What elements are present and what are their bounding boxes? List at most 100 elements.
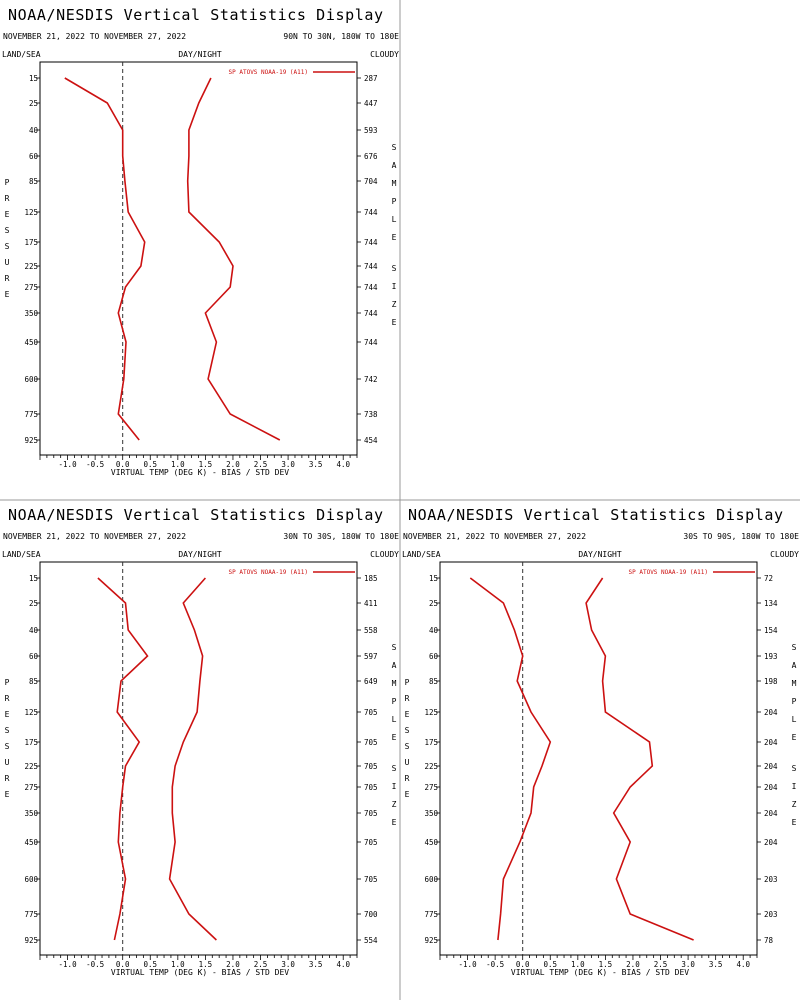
sample-size-label: 554 xyxy=(364,936,378,945)
pressure-level-label: 25 xyxy=(429,599,438,608)
sample-size-label: 705 xyxy=(364,738,378,747)
x-tick-label: 4.0 xyxy=(736,960,750,969)
series-line-bias xyxy=(469,577,552,941)
sample-size-label: 134 xyxy=(764,599,778,608)
plot-frame xyxy=(39,561,358,956)
x-tick-label: 4.0 xyxy=(336,960,350,969)
pressure-axis-letter: U xyxy=(405,758,410,767)
series-line-std-dev xyxy=(186,77,281,441)
pressure-axis-letter: S xyxy=(5,242,10,251)
pressure-level-label: 175 xyxy=(24,738,38,747)
pressure-level-label: 600 xyxy=(24,375,38,384)
x-tick-label: 1.5 xyxy=(599,960,613,969)
series-line-std-dev xyxy=(585,577,694,941)
sample-size-label: 744 xyxy=(364,238,378,247)
x-axis-label: VIRTUAL TEMP (DEG K) - BIAS / STD DEV xyxy=(111,968,289,977)
sample-size-axis-letter: A xyxy=(392,661,397,670)
x-tick-label: -0.5 xyxy=(86,960,104,969)
legend-label: SP ATOVS NOAA-19 (A11) xyxy=(229,69,308,76)
sample-size-label: 744 xyxy=(364,283,378,292)
series-line-bias xyxy=(64,77,146,441)
x-tick-label: 0.0 xyxy=(116,960,130,969)
pressure-axis-letter: E xyxy=(5,210,10,219)
chart-panel-3: NOAA/NESDIS Vertical Statistics Display N… xyxy=(402,506,799,977)
pressure-level-label: 125 xyxy=(24,208,38,217)
x-tick-label: -1.0 xyxy=(59,460,78,469)
sample-size-label: 203 xyxy=(764,910,778,919)
pressure-level-label: 225 xyxy=(424,762,438,771)
sample-size-label: 204 xyxy=(764,762,778,771)
pressure-level-label: 600 xyxy=(424,875,438,884)
date-range: NOVEMBER 21, 2022 TO NOVEMBER 27, 2022 xyxy=(403,532,586,541)
x-tick-label: 1.5 xyxy=(199,960,213,969)
sample-size-label: 287 xyxy=(364,74,378,83)
pressure-level-label: 60 xyxy=(29,652,39,661)
sample-size-axis-letter: I xyxy=(392,782,397,791)
sample-size-label: 204 xyxy=(764,838,778,847)
panel-title: NOAA/NESDIS Vertical Statistics Display xyxy=(8,506,384,524)
chart-panel-2: NOAA/NESDIS Vertical Statistics Display N… xyxy=(2,506,399,977)
date-range: NOVEMBER 21, 2022 TO NOVEMBER 27, 2022 xyxy=(3,32,186,41)
sample-size-label: 78 xyxy=(764,936,774,945)
pressure-level-label: 85 xyxy=(29,177,38,186)
x-tick-label: 1.0 xyxy=(171,960,185,969)
panel-title: NOAA/NESDIS Vertical Statistics Display xyxy=(408,506,784,524)
series-line-bias xyxy=(97,577,149,941)
pressure-level-label: 125 xyxy=(424,708,438,717)
sample-size-axis-letter: S xyxy=(392,264,397,273)
sample-size-axis-letter: L xyxy=(392,215,397,224)
day-night-label: DAY/NIGHT xyxy=(178,50,222,59)
pressure-level-label: 25 xyxy=(29,599,38,608)
pressure-axis-letter: R xyxy=(405,694,410,703)
sample-size-label: 204 xyxy=(764,783,778,792)
pressure-level-label: 275 xyxy=(24,783,38,792)
pressure-level-label: 925 xyxy=(424,936,438,945)
x-tick-label: 4.0 xyxy=(336,460,350,469)
sample-size-axis-letter: P xyxy=(392,697,397,706)
pressure-level-label: 40 xyxy=(429,626,439,635)
land-sea-label: LAND/SEA xyxy=(2,550,41,559)
x-tick-label: 0.5 xyxy=(143,460,157,469)
pressure-level-label: 275 xyxy=(424,783,438,792)
date-range: NOVEMBER 21, 2022 TO NOVEMBER 27, 2022 xyxy=(3,532,186,541)
x-tick-label: 2.0 xyxy=(226,460,240,469)
sample-size-label: 154 xyxy=(764,626,778,635)
region-label: 30S TO 90S, 180W TO 180E xyxy=(683,532,799,541)
region-label: 90N TO 30N, 180W TO 180E xyxy=(283,32,399,41)
chart-panel-1: NOAA/NESDIS Vertical Statistics Display N… xyxy=(2,6,399,477)
sample-size-label: 744 xyxy=(364,208,378,217)
sample-size-label: 203 xyxy=(764,875,778,884)
sample-size-axis-letter: S xyxy=(392,764,397,773)
sample-size-label: 198 xyxy=(764,677,778,686)
pressure-level-label: 85 xyxy=(29,677,38,686)
sample-size-axis-letter: L xyxy=(392,715,397,724)
sample-size-label: 738 xyxy=(364,410,378,419)
pressure-level-label: 775 xyxy=(24,410,38,419)
x-tick-label: 3.5 xyxy=(309,460,323,469)
x-tick-label: 3.0 xyxy=(281,460,295,469)
pressure-axis-letter: R xyxy=(5,694,10,703)
pressure-level-label: 775 xyxy=(24,910,38,919)
pressure-axis-letter: E xyxy=(5,710,10,719)
cloudy-label: CLOUDY xyxy=(770,550,799,559)
land-sea-label: LAND/SEA xyxy=(2,50,41,59)
sample-size-label: 744 xyxy=(364,309,378,318)
sample-size-label: 744 xyxy=(364,338,378,347)
pressure-level-label: 15 xyxy=(429,574,438,583)
pressure-axis-letter: S xyxy=(405,726,410,735)
pressure-axis-letter: E xyxy=(405,790,410,799)
pressure-level-label: 350 xyxy=(424,809,438,818)
sample-size-label: 411 xyxy=(364,599,378,608)
pressure-level-label: 775 xyxy=(424,910,438,919)
sample-size-axis-letter: P xyxy=(792,697,797,706)
pressure-axis-letter: R xyxy=(5,274,10,283)
pressure-axis-letter: R xyxy=(5,194,10,203)
sample-size-label: 705 xyxy=(364,809,378,818)
x-tick-label: -0.5 xyxy=(86,460,104,469)
pressure-level-label: 60 xyxy=(29,152,39,161)
pressure-axis-letter: S xyxy=(5,742,10,751)
land-sea-label: LAND/SEA xyxy=(402,550,441,559)
x-tick-label: 1.0 xyxy=(571,960,585,969)
sample-size-axis-letter: L xyxy=(792,715,797,724)
